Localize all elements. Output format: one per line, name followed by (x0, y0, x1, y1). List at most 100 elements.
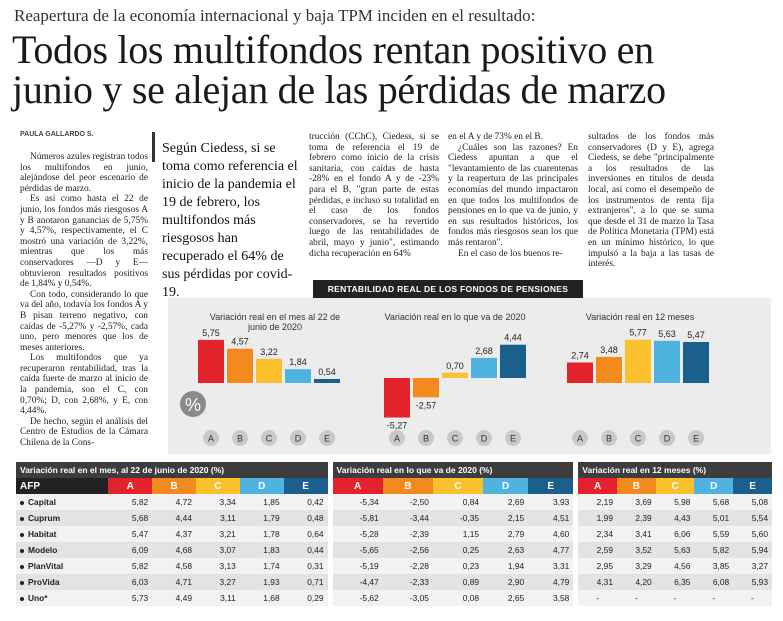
headline: Todos los multifondos rentan positivo en… (12, 30, 772, 110)
data-label: 4,44 (504, 333, 522, 343)
tick-label: E (324, 434, 330, 444)
section-title-month: Variación real en el mes, al 22 de junio… (16, 462, 328, 478)
paragraph: Los multifondos que ya recuperaron renta… (20, 353, 148, 417)
bar-a (198, 339, 224, 383)
chart-title-month: Variación real en el mes al 22 de junio … (209, 312, 341, 332)
table-cell: 0,71 (283, 574, 328, 590)
table-cell: -5,19 (332, 558, 383, 574)
category-badge (476, 430, 492, 446)
tick-label: B (423, 434, 429, 444)
table-cell: 3,41 (616, 526, 656, 542)
table-cell: 5,68 (108, 510, 153, 526)
fund-header-b: B (152, 478, 196, 494)
table-cell: 3,69 (616, 494, 656, 510)
pull-quote-bar (152, 132, 155, 162)
table-cell: 2,34 (578, 526, 617, 542)
table-cell: 5,54 (733, 510, 772, 526)
table-cell: - (655, 590, 695, 606)
fund-header-e: E (283, 478, 328, 494)
table-cell: 3,13 (195, 558, 240, 574)
table-cell: 3,21 (195, 526, 240, 542)
table-cell: 0,42 (283, 494, 328, 510)
bar-c (256, 358, 282, 383)
tick-label: B (237, 434, 243, 444)
table-cell: 6,06 (655, 526, 695, 542)
table-cell: 4,20 (616, 574, 656, 590)
bar-a (384, 378, 410, 418)
section-title-ytd: Variación real en lo que va de 2020 (%) (332, 462, 574, 478)
bar-e (314, 378, 340, 383)
table-cell: -2,56 (382, 542, 433, 558)
table-cell: 4,72 (152, 494, 196, 510)
table-cell: 4,51 (528, 510, 574, 526)
table-row: Capital 5,82 4,72 3,34 1,85 0,42 -5,34 -2,50 0,8… (16, 494, 772, 510)
article-column-4: sultados de los fondos más conservadores… (588, 132, 714, 270)
table-cell: 0,48 (283, 510, 328, 526)
table-cell: 0,23 (432, 558, 484, 574)
table-cell: 1,93 (239, 574, 284, 590)
fund-header-c: C (195, 478, 240, 494)
fund-header-b: B (382, 478, 433, 494)
table-cell: 2,65 (483, 590, 529, 606)
tick-label: A (577, 434, 583, 444)
table-cell: 5,68 (694, 494, 734, 510)
chart-title-ytd: Variación real en lo que va de 2020 (384, 312, 526, 322)
table-cell: -2,50 (382, 494, 433, 510)
table-cell: 0,31 (283, 558, 328, 574)
table-cell: 5,47 (108, 526, 153, 542)
category-badge (389, 430, 405, 446)
data-label: 0,70 (446, 361, 464, 371)
table-cell: 4,58 (152, 558, 196, 574)
article-column-2: trucción (CChC), Ciedess, si se toma de … (309, 132, 439, 259)
table-cell: 4,79 (528, 574, 574, 590)
table-row: Uno* 5,73 4,49 3,11 1,68 0,29 -5,62 -3,05 0,08 2,… (16, 590, 772, 606)
table-cell: 5,94 (733, 542, 772, 558)
fund-header-d: D (239, 478, 284, 494)
table-cell: 1,79 (239, 510, 284, 526)
table-cell: 0,84 (432, 494, 484, 510)
tick-label: E (693, 434, 699, 444)
table-cell: 5,59 (694, 526, 734, 542)
fund-header-e: E (528, 478, 574, 494)
returns-table: Variación real en el mes, al 22 de junio… (16, 462, 772, 606)
bar-d (654, 340, 680, 383)
fund-header-d: D (483, 478, 529, 494)
table-cell: 3,29 (616, 558, 656, 574)
tick-label: E (510, 434, 516, 444)
table-cell: 2,69 (483, 494, 529, 510)
table-cell: 4,71 (152, 574, 196, 590)
paragraph: ¿Cuáles son las razones? En Ciedess apun… (448, 142, 578, 248)
table-cell: 5,98 (655, 494, 695, 510)
bar-c (625, 339, 651, 383)
table-cell: 5,60 (733, 526, 772, 542)
data-label: 2,74 (571, 350, 589, 360)
category-badge (659, 430, 675, 446)
paragraph: En el caso de los buenos re- (458, 248, 563, 259)
afp-name: Uno* (16, 590, 109, 606)
bar-e (683, 341, 709, 383)
table-cell: 2,15 (483, 510, 529, 526)
table-cell: 5,82 (694, 542, 734, 558)
table-row: Cuprum 5,68 4,44 3,11 1,79 0,48 -5,81 -3,44 -0,3… (16, 510, 772, 526)
category-badge (261, 430, 277, 446)
table-cell: 1,85 (239, 494, 284, 510)
category-badge (630, 430, 646, 446)
table-cell: -2,28 (382, 558, 433, 574)
headline-line-1: Todos los multifondos rentan positivo en (12, 27, 654, 72)
chart-title-12m: Variación real en 12 meses (585, 312, 695, 322)
table-cell: 3,11 (195, 510, 240, 526)
byline: PAULA GALLARDO S. (20, 131, 94, 138)
bar-b (596, 356, 622, 383)
table-cell: -5,65 (332, 542, 383, 558)
table-cell: 3,85 (694, 558, 734, 574)
paragraph: De hecho, según el análisis del Centro d… (20, 416, 148, 449)
table-cell: 0,25 (432, 542, 484, 558)
table-cell: 5,63 (655, 542, 695, 558)
fund-header-a: A (578, 478, 617, 494)
table-cell: 3,52 (616, 542, 656, 558)
table-cell: 3,07 (195, 542, 240, 558)
afp-name: ProVida (16, 574, 109, 590)
table-cell: 4,43 (655, 510, 695, 526)
kicker: Reapertura de la economía internacional … (14, 6, 536, 25)
